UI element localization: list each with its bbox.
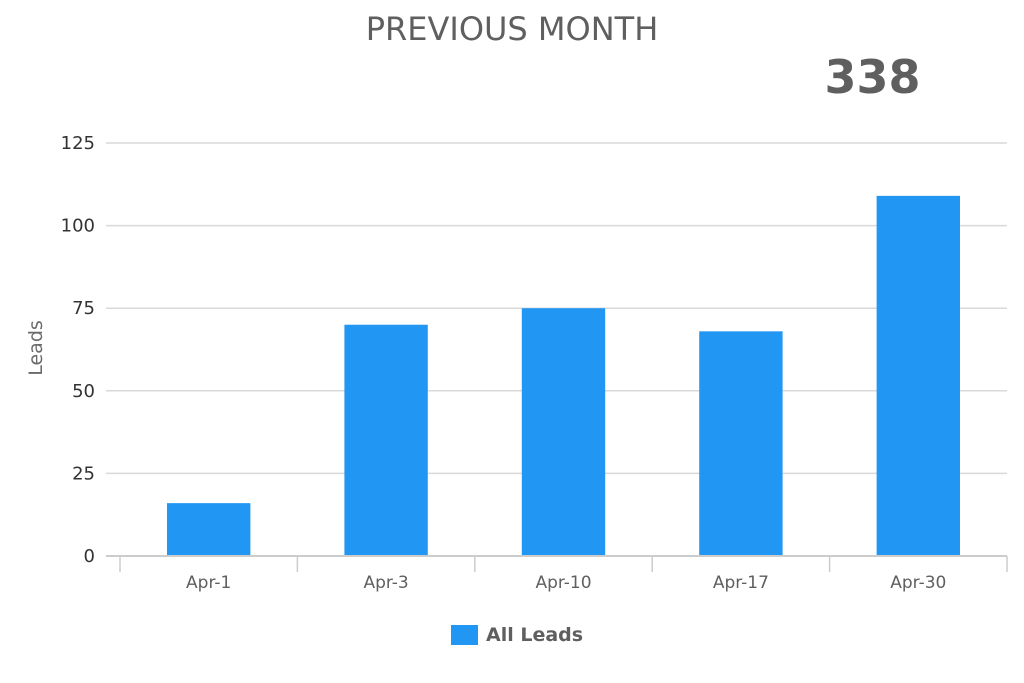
bar-apr-1[interactable] — [167, 503, 251, 556]
bar-apr-10[interactable] — [521, 308, 606, 556]
total-leads-value: 338 — [824, 50, 921, 104]
y-tick-label: 75 — [72, 298, 95, 319]
x-tick-label: Apr-3 — [363, 573, 408, 593]
y-tick-label: 50 — [72, 381, 95, 402]
bar-apr-3[interactable] — [344, 324, 428, 556]
y-axis-title: Leads — [25, 320, 47, 376]
bar-apr-17[interactable] — [699, 331, 783, 556]
x-tick-label: Apr-30 — [890, 573, 946, 593]
chart-title: PREVIOUS MONTH — [365, 10, 659, 48]
bars — [167, 195, 960, 556]
y-tick-label: 100 — [61, 216, 95, 237]
x-tick-label: Apr-10 — [535, 573, 591, 593]
x-tick-label: Apr-17 — [713, 573, 769, 593]
x-axis-ticks: Apr-1 Apr-3 Apr-10 Apr-17 Apr-30 — [186, 573, 946, 593]
bar-apr-30[interactable] — [876, 195, 960, 556]
y-tick-label: 125 — [61, 133, 95, 154]
legend-label-all-leads: All Leads — [486, 624, 584, 646]
legend[interactable]: All Leads — [451, 624, 583, 646]
y-tick-label: 0 — [84, 546, 95, 567]
x-axis — [106, 555, 1008, 572]
x-tick-label: Apr-1 — [186, 573, 231, 593]
y-tick-label: 25 — [72, 463, 95, 484]
y-axis-ticks: 0 25 50 75 100 125 — [61, 133, 95, 567]
legend-swatch — [451, 625, 478, 645]
